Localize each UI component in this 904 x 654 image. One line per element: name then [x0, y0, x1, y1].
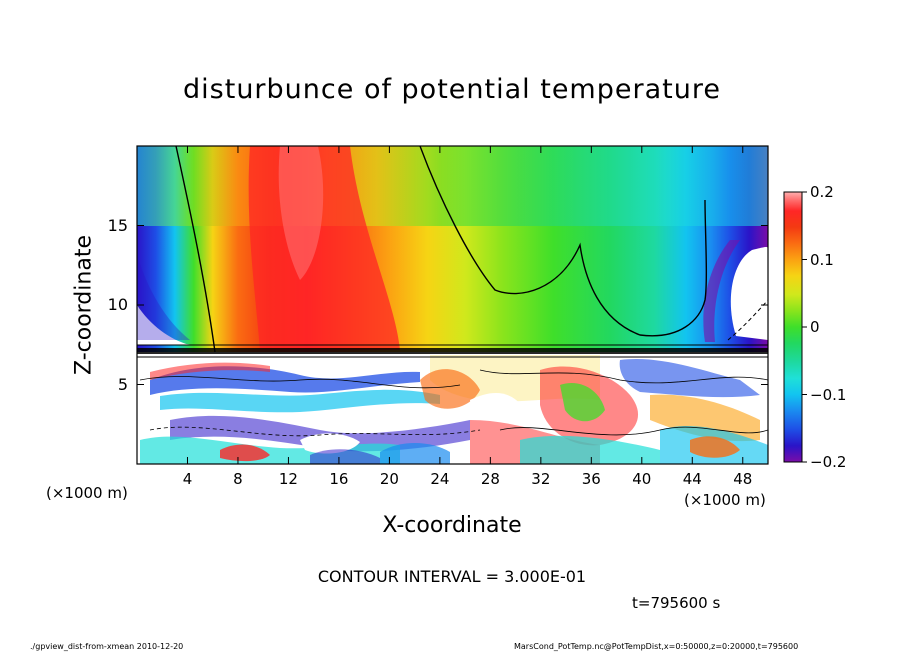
- colorbar-tick-label: 0.1: [810, 250, 834, 269]
- y-axis-label: Z-coordinate: [71, 235, 97, 375]
- contour-interval: CONTOUR INTERVAL = 3.000E-01: [317, 567, 587, 586]
- colorbar-tick-label: −0.1: [810, 385, 847, 404]
- contour-right: [419, 146, 708, 337]
- x-tick-label: 4: [182, 470, 193, 488]
- x-axis-label: X-coordinate: [382, 513, 522, 538]
- time-stamp: t=795600 s: [632, 594, 721, 612]
- contour-left: [175, 146, 216, 353]
- footer-right: MarsCond_PotTemp.nc@PotTempDist,x=0:5000…: [514, 642, 799, 651]
- upper-layer-top: [137, 146, 768, 226]
- right-white-blob: [730, 247, 768, 340]
- x-tick-label: 28: [480, 470, 500, 488]
- y-tick-label: 10: [107, 295, 128, 314]
- x-tick-label: 8: [233, 470, 243, 488]
- x-unit-right: (×1000 m): [684, 491, 766, 509]
- colorbar-tick-label: 0: [810, 318, 820, 336]
- x-tick-label: 12: [278, 470, 298, 488]
- x-tick-label: 44: [682, 470, 702, 488]
- colorbar-tick-label: −0.2: [810, 453, 847, 471]
- x-unit-left: (×1000 m): [46, 484, 128, 502]
- warm-core-peak: [278, 146, 324, 280]
- x-tick-label: 20: [379, 470, 399, 488]
- y-tick-label: 15: [107, 215, 128, 235]
- x-tick-label: 24: [430, 470, 450, 488]
- x-tick-marks: [186, 146, 744, 464]
- y-tick-label: 5: [117, 374, 128, 394]
- x-tick-label: 36: [581, 470, 601, 488]
- x-tick-label: 48: [733, 470, 753, 488]
- heatmap-field: [137, 146, 768, 464]
- footer-left: ./gpview_dist-from-xmean 2010-12-20: [30, 642, 184, 651]
- x-tick-label: 40: [632, 470, 652, 488]
- colorbar-tick-label: 0.2: [810, 183, 834, 201]
- chart-title: disturbunce of potential temperature: [183, 74, 721, 105]
- y-tick-marks: [137, 225, 768, 385]
- colorbar-tick-marks: [802, 191, 807, 463]
- left-white-blob: [137, 305, 190, 345]
- x-tick-label: 32: [531, 470, 551, 488]
- colorbar: [783, 191, 803, 463]
- x-tick-label: 16: [329, 470, 349, 488]
- interface-band: [137, 348, 768, 354]
